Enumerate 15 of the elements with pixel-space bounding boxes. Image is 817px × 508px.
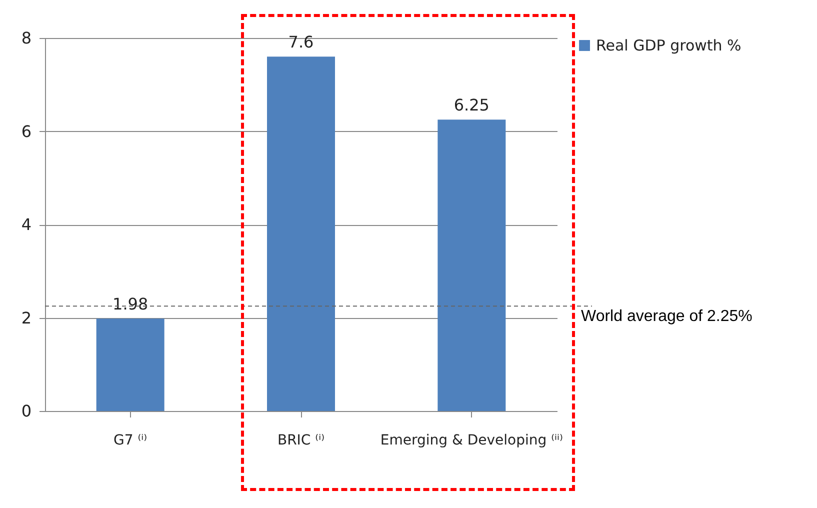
data-label: 6.25: [454, 96, 490, 115]
legend-label: Real GDP growth %: [596, 36, 742, 54]
x-tick-label: Emerging & Developing ⁽ⁱⁱ⁾: [380, 432, 563, 448]
bar: [438, 120, 506, 411]
y-tick-label: 0: [21, 402, 32, 420]
y-tick-label: 8: [21, 28, 32, 48]
data-label: 7.6: [288, 32, 314, 52]
y-tick-label: 6: [21, 122, 32, 141]
ref-line-label: World average of 2.25%: [581, 308, 752, 326]
x-tick-label: G7 ⁽ⁱ⁾: [114, 432, 148, 448]
bar: [96, 318, 164, 411]
bar: [267, 56, 335, 411]
x-tick-label: BRIC ⁽ⁱ⁾: [277, 432, 325, 448]
y-tick-label: 2: [21, 308, 32, 328]
y-tick-label: 4: [21, 215, 32, 234]
